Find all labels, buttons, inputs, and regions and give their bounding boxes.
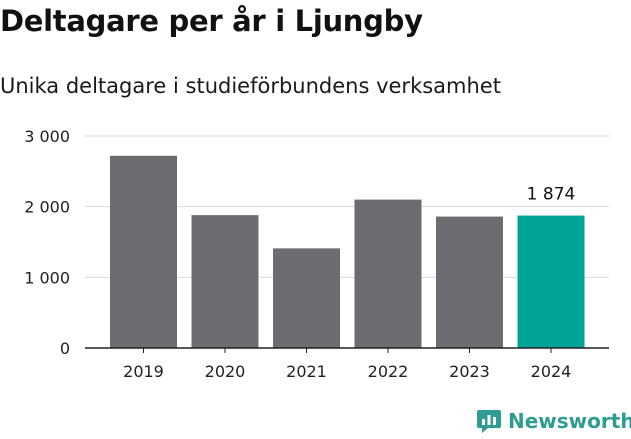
bar-chart-logo-icon — [477, 410, 501, 433]
x-tick-label: 2024 — [531, 362, 572, 381]
bar-2021 — [273, 248, 340, 348]
bar-2023 — [436, 216, 503, 348]
data-label: 1 874 — [527, 185, 576, 205]
bar-2024 — [517, 215, 585, 348]
bar-2019 — [110, 155, 177, 348]
x-tick-label: 2022 — [368, 362, 409, 381]
y-tick-label: 1 000 — [24, 268, 70, 287]
labels: 0 1 000 2 000 3 000 2019 2020 2021 2022 2023 2024… — [24, 127, 609, 381]
x-tick-label: 2019 — [123, 362, 164, 381]
brand-name: Newsworthy — [508, 409, 631, 433]
x-tick-label: 2021 — [286, 362, 327, 381]
bar-2020 — [191, 215, 259, 348]
y-tick-label: 0 — [60, 339, 70, 358]
chart-title: Deltagare per år i Ljungby — [0, 4, 423, 38]
x-tick-label: 2023 — [449, 362, 490, 381]
bar-2022 — [354, 199, 422, 348]
chart-subtitle: Unika deltagare i studieförbundens verks… — [0, 74, 501, 98]
bars — [110, 155, 585, 348]
y-tick-label: 2 000 — [24, 198, 70, 217]
newsworthy-logo: Newsworthy — [476, 408, 631, 434]
y-tick-label: 3 000 — [24, 127, 70, 146]
x-tick-label: 2020 — [205, 362, 246, 381]
